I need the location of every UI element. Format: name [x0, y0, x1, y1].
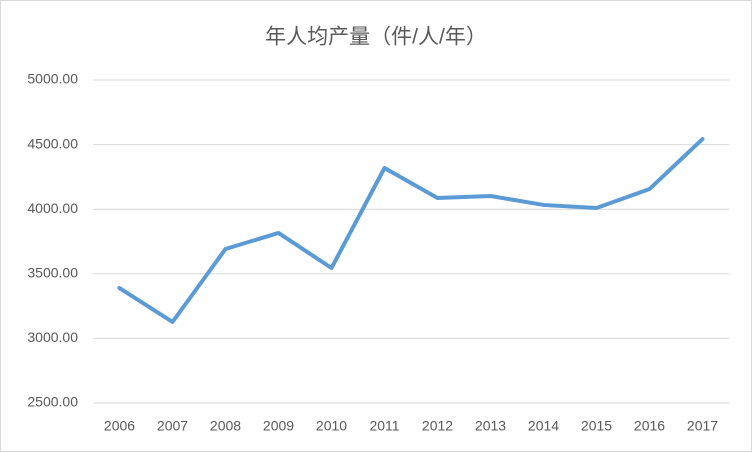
- x-tick-label: 2011: [369, 418, 399, 434]
- x-tick-label: 2014: [528, 418, 559, 434]
- x-tick-label: 2007: [157, 418, 188, 434]
- y-tick-label: 5000.00: [27, 71, 78, 87]
- y-tick-label: 3000.00: [27, 329, 78, 345]
- data-line: [117, 137, 705, 324]
- chart-title: 年人均产量（件/人/年）: [265, 26, 487, 49]
- y-tick-label: 2500.00: [27, 394, 78, 410]
- y-tick-label: 4500.00: [27, 135, 78, 151]
- x-tick-label: 2010: [316, 418, 347, 434]
- x-tick-label: 2016: [634, 418, 665, 434]
- x-tick-label: 2013: [475, 418, 506, 434]
- x-tick-label: 2015: [581, 418, 612, 434]
- y-tick-label: 3500.00: [27, 265, 78, 281]
- x-tick-label: 2008: [210, 418, 241, 434]
- y-tick-label: 4000.00: [27, 200, 78, 216]
- x-tick-label: 2009: [263, 418, 294, 434]
- x-tick-label: 2006: [104, 418, 135, 434]
- x-tick-label: 2012: [422, 418, 453, 434]
- x-tick-label: 2017: [687, 418, 718, 434]
